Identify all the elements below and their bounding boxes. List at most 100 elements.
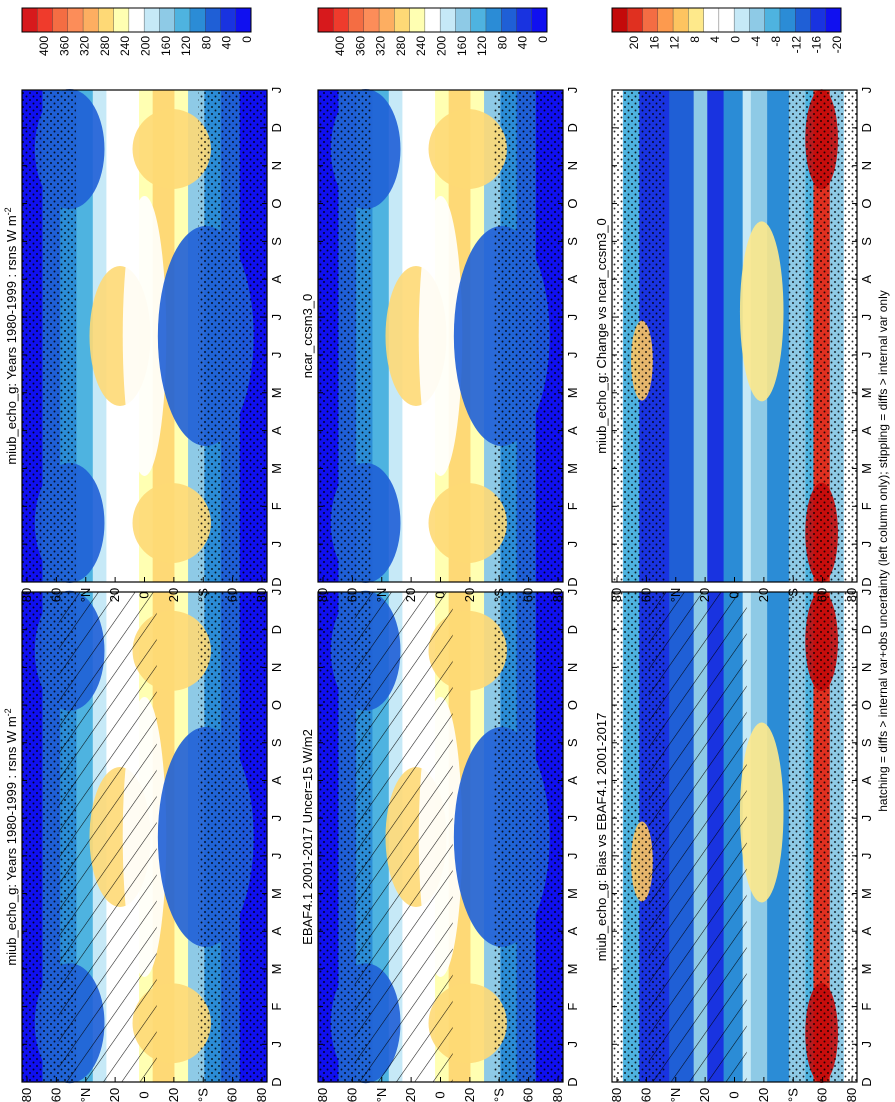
- lat-tick-p2-2: °N: [78, 588, 93, 603]
- month-tick-p1-0: D: [269, 1077, 284, 1086]
- lat-tick-p3-6: °S: [491, 1088, 506, 1102]
- month-tick-p4-0: D: [565, 577, 580, 586]
- colorbar-cell-p2-13: [220, 7, 237, 33]
- month-tick-p5-12: D: [859, 625, 874, 634]
- colorbar-cell-p2-7: [128, 7, 145, 33]
- field-p4: [318, 89, 564, 583]
- month-tick-p4-7: J: [565, 314, 580, 321]
- colorbar-cell-p2-14: [235, 7, 252, 33]
- lat-tick-p5-6: °S: [785, 1088, 800, 1102]
- month-tick-p3-4: A: [565, 927, 580, 936]
- lat-tick-p5-8: 80: [844, 1088, 859, 1102]
- colorbar-cell-p6-9: [749, 7, 766, 33]
- month-tick-p2-11: N: [269, 161, 284, 170]
- month-tick-p4-8: A: [565, 275, 580, 284]
- month-tick-p6-5: M: [859, 387, 874, 398]
- panel-title-p2: miub_echo_g: Years 1980-1999 : rsns W m-…: [3, 207, 19, 464]
- month-tick-p3-6: J: [565, 853, 580, 860]
- lat-tick-p4-8: 80: [550, 588, 565, 602]
- field-p5: [612, 591, 857, 1083]
- colorbar-cell-p4-0: [317, 7, 334, 33]
- month-tick-p6-10: O: [859, 198, 874, 208]
- month-tick-p1-7: J: [269, 815, 284, 822]
- colorbar-label-p4-5: 200: [435, 36, 449, 56]
- month-tick-p1-13: J: [269, 589, 284, 596]
- lat-tick-p6-8: 80: [844, 588, 859, 602]
- figure-footnote: hatching = diffs > internal var+obs unce…: [876, 290, 890, 812]
- colorbar-cell-p6-10: [764, 7, 781, 33]
- month-tick-p1-9: S: [269, 738, 284, 747]
- lat-tick-p1-6: °S: [195, 1088, 210, 1102]
- colorbar-label-p4-7: 120: [475, 36, 489, 56]
- month-tick-p6-7: J: [859, 314, 874, 321]
- colorbar-cell-p6-11: [779, 7, 796, 33]
- colorbar-label-p6-8: -12: [789, 36, 803, 54]
- stippling-south-p2: [198, 90, 267, 582]
- panel-title-p6: miub_echo_g: Change vs ncar_ccsm3_0: [594, 218, 609, 454]
- lat-tick-p6-4: 0: [727, 591, 742, 598]
- lat-tick-p3-3: 20: [403, 1088, 418, 1102]
- lat-tick-p4-2: °N: [374, 588, 389, 603]
- colorbar-cell-p4-3: [363, 7, 380, 33]
- colorbar-label-p6-0: 20: [627, 36, 641, 50]
- colorbar-label-p4-9: 40: [516, 36, 530, 50]
- lat-tick-p5-1: 60: [638, 1088, 653, 1102]
- lat-tick-p1-5: 20: [166, 1088, 181, 1102]
- month-tick-p6-3: M: [859, 463, 874, 474]
- month-tick-p6-9: S: [859, 237, 874, 246]
- lat-tick-p3-4: 0: [433, 1091, 448, 1098]
- month-tick-p2-3: M: [269, 463, 284, 474]
- month-tick-p4-2: F: [565, 502, 580, 510]
- month-tick-p4-13: J: [565, 87, 580, 94]
- stippling-south-p5: [788, 592, 857, 1082]
- month-tick-p5-2: F: [859, 1003, 874, 1011]
- month-tick-p4-1: J: [565, 541, 580, 548]
- month-tick-p3-5: M: [565, 888, 580, 899]
- lat-tick-p4-5: 20: [462, 588, 477, 602]
- month-tick-p1-2: F: [269, 1003, 284, 1011]
- month-tick-p3-9: S: [565, 738, 580, 747]
- month-tick-p1-12: D: [269, 625, 284, 634]
- lat-tick-p1-2: °N: [78, 1088, 93, 1102]
- colorbar-label-p2-3: 280: [98, 36, 112, 56]
- colorbar-label-p6-5: 0: [729, 36, 743, 43]
- colorbar-cell-p2-6: [113, 7, 130, 33]
- colorbar-cell-p6-2: [642, 7, 659, 33]
- month-tick-p6-8: A: [859, 275, 874, 284]
- hatching-p3: [354, 592, 453, 1082]
- colorbar-cell-p4-2: [348, 7, 365, 33]
- colorbar-cell-p2-0: [21, 7, 38, 33]
- lat-tick-p2-3: 20: [107, 588, 122, 602]
- field-p6: [612, 89, 857, 583]
- month-tick-p1-11: N: [269, 663, 284, 672]
- month-tick-p6-4: A: [859, 426, 874, 435]
- colorbar-cell-p4-7: [424, 7, 441, 33]
- colorbar-cell-p4-1: [333, 7, 350, 33]
- colorbar-cell-p6-3: [657, 7, 674, 33]
- colorbar-cell-p2-4: [82, 7, 99, 33]
- hatching-p1: [58, 592, 157, 1082]
- month-tick-p2-8: A: [269, 275, 284, 284]
- month-tick-p2-5: M: [269, 387, 284, 398]
- colorbar-cell-p4-14: [531, 7, 548, 33]
- stippling-south-p3: [494, 592, 563, 1082]
- colorbar-label-p4-8: 80: [495, 36, 509, 50]
- colorbar-label-p2-0: 400: [37, 36, 51, 56]
- panel-title-p1: miub_echo_g: Years 1980-1999 : rsns W m-…: [3, 708, 19, 965]
- month-tick-p5-0: D: [859, 1077, 874, 1086]
- colorbar-label-p4-4: 240: [414, 36, 428, 56]
- lat-tick-p2-7: 60: [225, 588, 240, 602]
- stippling-north-p6: [612, 90, 666, 582]
- colorbar-cell-p4-5: [394, 7, 411, 33]
- month-tick-p3-0: D: [565, 1077, 580, 1086]
- colorbar-cell-p2-11: [189, 7, 206, 33]
- month-tick-p3-12: D: [565, 625, 580, 634]
- lat-tick-p6-1: 60: [638, 588, 653, 602]
- month-tick-p1-5: M: [269, 888, 284, 899]
- lat-tick-p2-5: 20: [166, 588, 181, 602]
- colorbar-cell-p6-4: [672, 7, 689, 33]
- colorbar-label-p4-6: 160: [455, 36, 469, 56]
